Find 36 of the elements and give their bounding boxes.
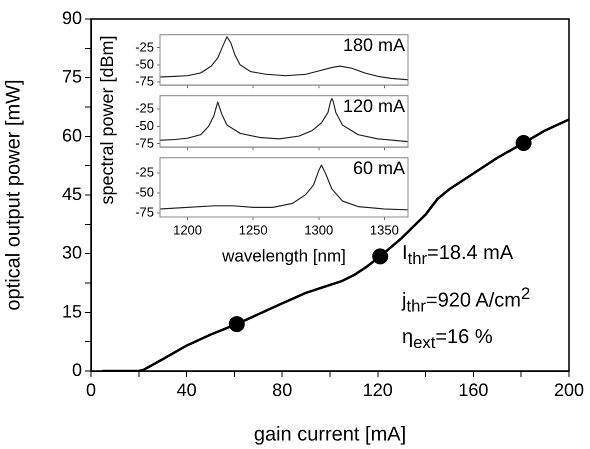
y-tick-label: -50 [135,118,154,133]
y-tick-label: -75 [135,135,154,150]
y-tick-label: -75 [135,204,154,220]
x-tick-label: 160 [458,380,488,400]
y-tick-label: 30 [62,242,82,263]
y-tick-label: -25 [135,164,154,180]
x-tick-label: 1250 [238,222,268,238]
x-tick-label: 1300 [304,222,334,238]
x-tick-label: 0 [86,380,96,400]
x-tick-label: 1350 [370,222,399,238]
y-tick-label: 60 [62,125,82,146]
y-axis-title: spectral power [dBm] [97,34,117,207]
y-tick-label: 75 [62,66,82,87]
annotation: η$_{ext}$=16 % [402,326,493,353]
x-tick-label: 200 [554,380,584,400]
annotation: I$_{thr}$=18.4 mA [402,242,514,269]
x-axis-title: gain current [mA] [254,424,406,446]
x-tick-label: 80 [272,380,292,400]
y-tick-label: 45 [62,184,82,204]
x-axis-title: wavelength [nm] [221,246,346,266]
annotation: 120 mA [342,96,405,116]
annotation: j$_{thr}$=920 A/cm$^{2}$ [402,284,530,317]
y-tick-label: -50 [135,184,154,200]
y-tick-label: 90 [62,8,82,28]
x-tick-label: 40 [176,380,197,400]
y-tick-label: -75 [135,73,154,88]
y-tick-label: -50 [135,56,154,72]
annotation: 180 mA [342,34,405,55]
y-axis-title: optical output power [mW] [2,79,25,311]
y-tick-label: -25 [135,100,154,116]
x-tick-label: 1200 [173,222,202,238]
y-tick-label: -25 [135,39,154,54]
y-tick-label: 0 [72,360,82,380]
x-tick-label: 120 [362,380,393,400]
annotation: 60 mA [352,158,405,178]
y-tick-label: 15 [62,301,82,322]
